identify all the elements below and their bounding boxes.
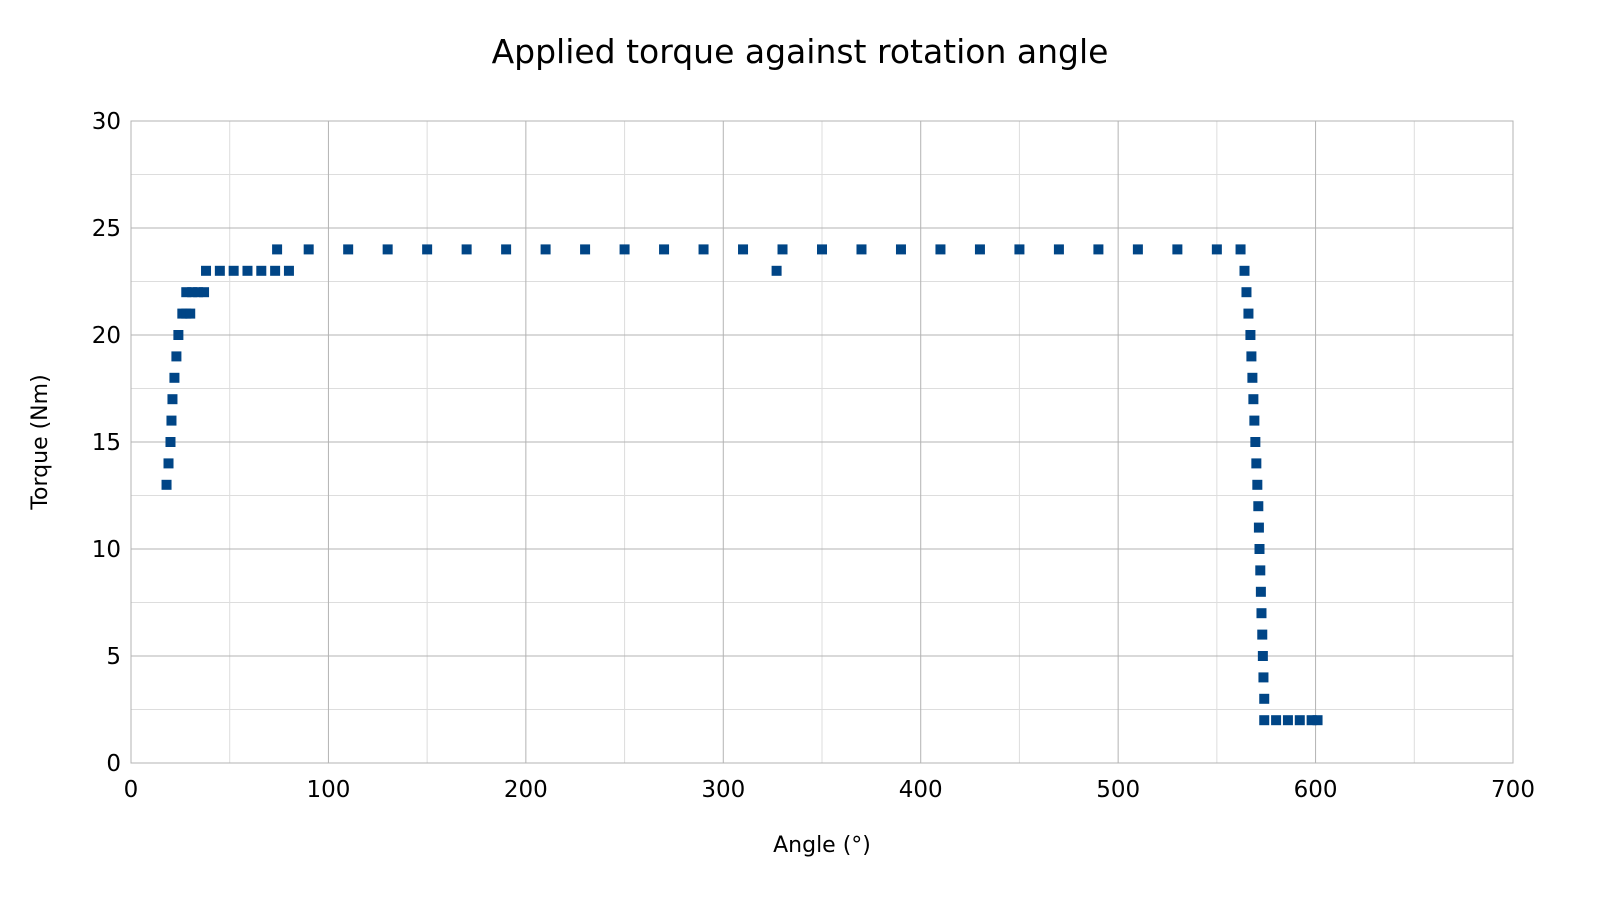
data-point (974, 244, 985, 255)
data-point (1251, 458, 1262, 469)
data-point (1235, 244, 1246, 255)
data-point (166, 415, 177, 426)
data-point (1248, 394, 1259, 405)
data-point (256, 265, 267, 276)
data-point (165, 437, 176, 447)
y-tick-label: 20 (92, 323, 121, 349)
plot-border (130, 120, 1514, 764)
data-point (1255, 565, 1266, 576)
data-point (698, 244, 709, 255)
data-point (1259, 715, 1270, 726)
data-point (169, 372, 180, 383)
data-point (1172, 244, 1183, 255)
data-point (1093, 244, 1104, 255)
y-tick-label: 5 (106, 644, 121, 670)
data-point (1211, 244, 1222, 255)
data-point (1253, 501, 1264, 512)
x-tick-label: 500 (1096, 777, 1140, 803)
data-point (1014, 244, 1025, 255)
data-point (461, 244, 472, 255)
x-tick-label: 700 (1491, 777, 1535, 803)
data-point (163, 458, 174, 469)
data-points (161, 244, 1323, 726)
tick-labels: 0 100 200 300 400 500 600 700 0 5 10 15 20 25 30 (92, 109, 1535, 803)
data-point (1258, 672, 1269, 683)
data-point (1250, 437, 1261, 447)
data-point (242, 265, 253, 276)
data-point (1294, 715, 1305, 726)
y-tick-label: 30 (92, 109, 121, 135)
data-point (272, 244, 283, 255)
data-point (167, 394, 178, 405)
data-point (185, 308, 196, 319)
y-tick-label: 10 (92, 537, 121, 563)
data-point (270, 265, 281, 276)
data-point (382, 244, 393, 255)
data-point (1255, 586, 1266, 597)
data-point (817, 244, 827, 255)
data-point (187, 287, 198, 298)
y-axis-label: Torque (Nm) (28, 374, 53, 510)
data-point (540, 244, 551, 255)
data-point (580, 244, 591, 255)
data-point (1271, 715, 1282, 726)
y-tick-label: 15 (92, 430, 121, 456)
data-point (201, 265, 212, 276)
data-point (777, 244, 788, 255)
data-point (935, 244, 946, 255)
data-point (1241, 287, 1252, 298)
x-tick-label: 300 (701, 777, 745, 803)
plot-frame (130, 120, 1514, 764)
data-point (1252, 479, 1263, 490)
data-point (856, 244, 867, 255)
x-tick-label: 0 (124, 777, 139, 803)
data-point (659, 244, 670, 255)
data-point (422, 244, 433, 255)
y-tick-label: 0 (106, 751, 121, 777)
data-point (343, 244, 354, 255)
data-point (738, 244, 749, 255)
data-point (1132, 244, 1143, 255)
data-point (1053, 244, 1064, 255)
data-point (501, 244, 512, 255)
data-point (171, 351, 182, 362)
data-point (199, 287, 210, 298)
x-tick-label: 200 (504, 777, 548, 803)
x-tick-label: 400 (899, 777, 943, 803)
x-tick-label: 100 (306, 777, 350, 803)
data-point (283, 265, 294, 276)
data-point (193, 287, 204, 298)
data-point (161, 479, 172, 490)
y-tick-label: 25 (92, 216, 121, 242)
data-point (1245, 330, 1256, 340)
chart-title: Applied torque against rotation angle (491, 32, 1109, 71)
data-point (228, 265, 239, 276)
data-point (1256, 608, 1267, 619)
data-point (1246, 351, 1257, 362)
data-point (1253, 522, 1264, 533)
data-point (173, 330, 184, 340)
data-point (895, 244, 906, 255)
data-point (1239, 265, 1250, 276)
data-point (303, 244, 314, 255)
data-point (1249, 415, 1260, 426)
data-point (1257, 629, 1268, 640)
data-point (1254, 544, 1265, 554)
data-point (771, 265, 782, 276)
data-point (1259, 693, 1270, 704)
data-point (619, 244, 630, 255)
x-tick-label: 600 (1294, 777, 1338, 803)
data-point (1306, 715, 1317, 726)
grid-lines (130, 120, 1514, 764)
data-point (181, 287, 192, 298)
data-point (1257, 651, 1268, 661)
data-point (1247, 372, 1258, 383)
data-point (214, 265, 225, 276)
x-axis-label: Angle (°) (773, 833, 871, 858)
data-point (1243, 308, 1254, 319)
data-point (1312, 715, 1323, 726)
data-point (1282, 715, 1293, 726)
